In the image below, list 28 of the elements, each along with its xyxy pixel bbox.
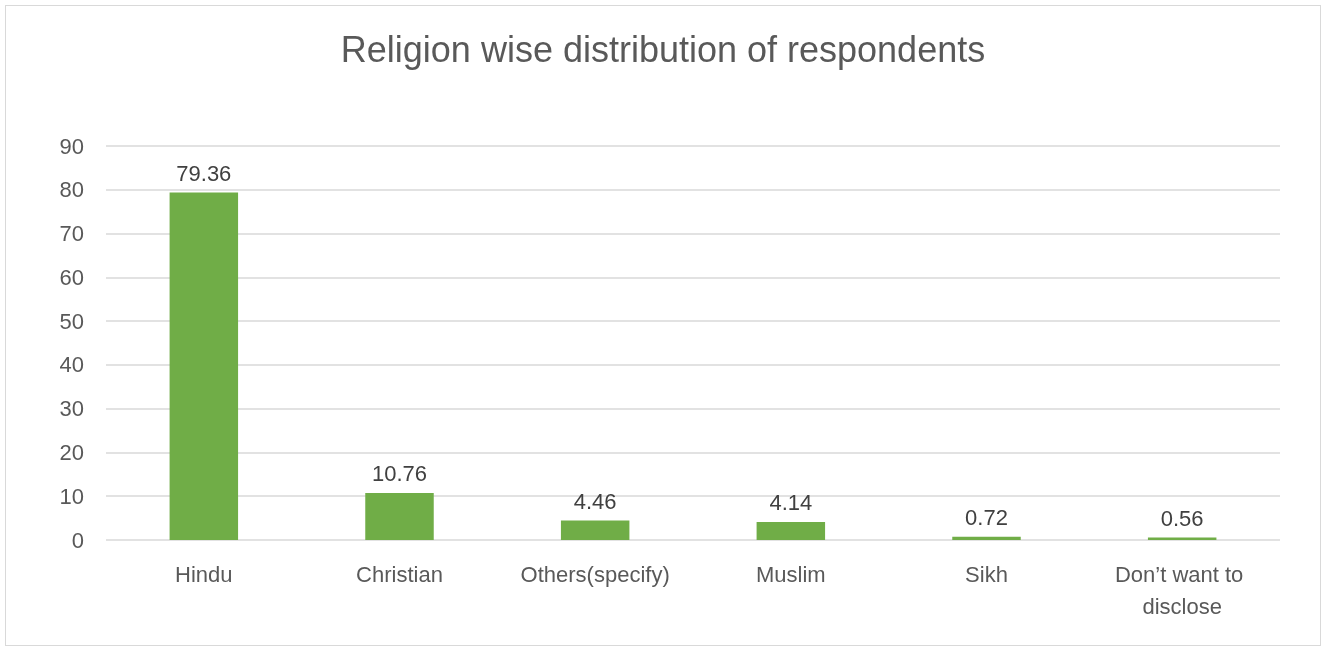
- y-tick-label: 60: [59, 264, 84, 290]
- x-tick-label: Others(specify): [520, 561, 670, 587]
- chart-title: Religion wise distribution of respondents: [340, 28, 986, 70]
- y-tick-label: 20: [59, 439, 84, 465]
- y-tick-label: 40: [59, 352, 84, 378]
- bar: [169, 192, 239, 540]
- bar: [560, 520, 630, 540]
- y-tick-label: 10: [59, 483, 84, 509]
- data-label: 79.36: [176, 161, 232, 187]
- y-tick-label: 50: [59, 308, 84, 334]
- x-tick-label: Muslim: [756, 561, 826, 587]
- data-label: 4.46: [573, 488, 617, 514]
- y-tick-label: 90: [59, 133, 84, 159]
- y-tick-label: 80: [59, 177, 84, 203]
- x-tick-label: Christian: [356, 561, 443, 587]
- x-tick-label: Hindu: [175, 561, 233, 587]
- bar: [365, 492, 434, 540]
- bar: [952, 536, 1021, 540]
- x-tick-label: Don’t want to disclose: [1114, 561, 1250, 619]
- y-tick-label: 30: [59, 396, 84, 422]
- y-tick-label: 70: [59, 221, 84, 247]
- data-label: 10.76: [371, 461, 428, 487]
- data-label: 4.14: [769, 490, 813, 516]
- y-tick-label: 0: [71, 527, 84, 553]
- x-tick-label: Sikh: [965, 561, 1008, 587]
- data-label: 0.72: [965, 505, 1008, 531]
- bar: [756, 521, 826, 540]
- data-label: 0.56: [1160, 506, 1204, 532]
